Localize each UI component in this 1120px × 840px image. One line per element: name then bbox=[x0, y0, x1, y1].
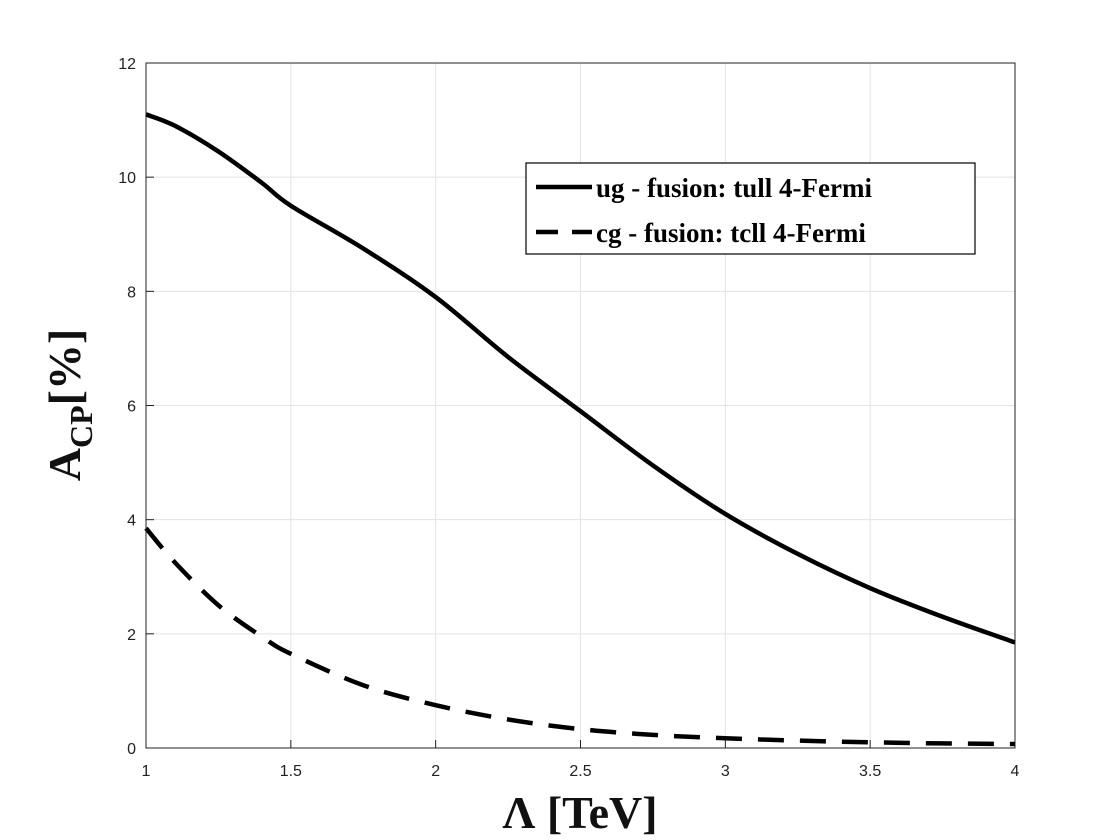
ticks: 1 1.5 2 2.5 3 3.5 4 0 2 4 6 8 10 12 bbox=[118, 56, 1019, 780]
y-tick-label: 12 bbox=[118, 56, 136, 73]
x-tick-label: 1.5 bbox=[280, 763, 302, 780]
x-tick-label: 3.5 bbox=[859, 763, 881, 780]
x-tick-label: 3 bbox=[721, 763, 730, 780]
y-tick-label: 8 bbox=[127, 284, 136, 301]
legend-label-1: cg - fusion: tcll 4-Fermi bbox=[596, 218, 866, 248]
x-tick-label: 2 bbox=[431, 763, 440, 780]
legend: ug - fusion: tull 4-Fermi cg - fusion: t… bbox=[525, 162, 976, 255]
y-axis-title-sub: CP bbox=[63, 405, 99, 448]
series-line-0 bbox=[145, 112, 1016, 645]
y-axis-title-suffix: [%] bbox=[39, 329, 90, 406]
y-tick-label: 0 bbox=[127, 741, 136, 758]
x-tick-label: 1 bbox=[142, 763, 151, 780]
y-tick-label: 6 bbox=[127, 399, 136, 416]
legend-box bbox=[525, 162, 976, 255]
series-line-1 bbox=[144, 526, 1016, 747]
y-axis-title: ACP[%] bbox=[39, 329, 99, 482]
y-tick-label: 10 bbox=[118, 170, 136, 187]
y-tick-label: 4 bbox=[127, 513, 136, 530]
y-axis-title-main: A bbox=[39, 448, 90, 481]
x-tick-label: 2.5 bbox=[569, 763, 591, 780]
x-tick-label: 4 bbox=[1011, 763, 1020, 780]
y-tick-label: 2 bbox=[127, 627, 136, 644]
x-axis-title: Λ [TeV] bbox=[502, 787, 657, 838]
legend-label-0: ug - fusion: tull 4-Fermi bbox=[596, 173, 872, 203]
series-layer bbox=[144, 112, 1016, 747]
